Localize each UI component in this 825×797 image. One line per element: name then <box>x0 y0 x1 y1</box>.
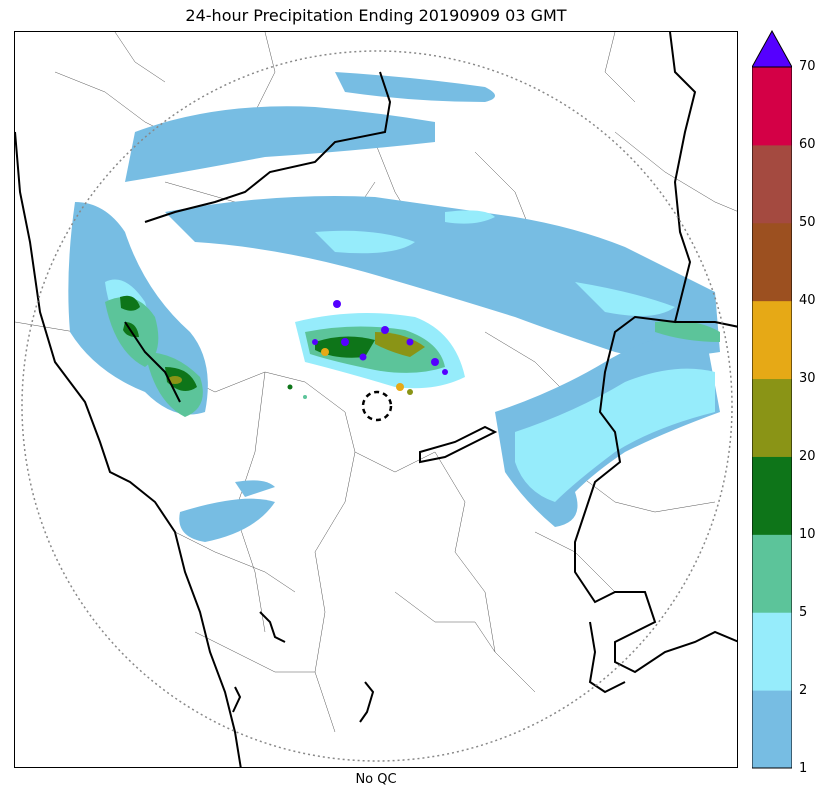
colorbar-tick-label: 50 <box>799 215 816 230</box>
colorbar-tick-label: 5 <box>799 605 808 620</box>
colorbar-tick-label: 40 <box>799 293 816 308</box>
colorbar-tick-label: 20 <box>799 449 816 464</box>
colorbar-bin <box>752 144 792 224</box>
colorbar-tick-label: 30 <box>799 371 816 386</box>
colorbar-tick-label: 2 <box>799 683 808 698</box>
colorbar-bin <box>752 378 792 457</box>
colorbar-bins <box>752 67 792 769</box>
colorbar-tick-labels: 70 60 50 40 30 20 10 5 2 1 <box>799 0 825 797</box>
convective-cluster <box>287 300 465 399</box>
colorbar <box>752 30 792 769</box>
colorbar-tick-label: 1 <box>799 761 808 776</box>
colorbar-tick-label: 60 <box>799 137 816 152</box>
colorbar-tick-label: 10 <box>799 527 816 542</box>
colorbar-extend-arrow <box>752 30 792 68</box>
radar-map-canvas <box>15 32 737 767</box>
colorbar-bin <box>752 690 792 769</box>
colorbar-bin <box>752 456 792 535</box>
radar-site-marker <box>361 390 393 422</box>
radar-map[interactable] <box>14 31 738 768</box>
range-ring <box>21 50 733 762</box>
colorbar-bin <box>752 222 792 302</box>
colorbar-bin <box>752 534 792 613</box>
colorbar-bin <box>752 67 792 146</box>
colorbar-tick-label: 70 <box>799 59 816 74</box>
colorbar-bin <box>752 300 792 380</box>
qc-label: No QC <box>355 772 397 787</box>
state-boundaries <box>15 32 737 767</box>
map-title: 24-hour Precipitation Ending 20190909 03… <box>185 6 567 25</box>
precip-very-heavy <box>168 376 182 384</box>
colorbar-outline <box>752 66 792 769</box>
colorbar-bin <box>752 612 792 691</box>
